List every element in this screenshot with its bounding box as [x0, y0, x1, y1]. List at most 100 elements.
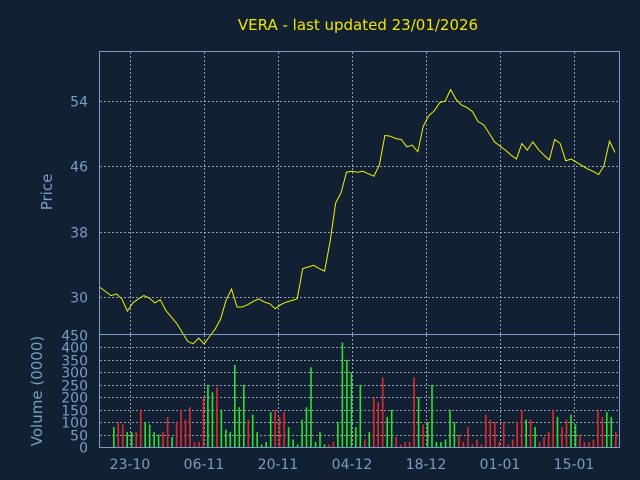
volume-bar	[516, 422, 518, 447]
volume-bar	[498, 442, 501, 447]
volume-axis-title: Volume (0000)	[28, 336, 46, 446]
volume-bars	[113, 342, 617, 447]
volume-bar	[543, 437, 545, 447]
volume-bar	[323, 444, 326, 447]
volume-tick-label: 50	[70, 429, 88, 445]
price-tick-label: 30	[70, 291, 88, 307]
volume-bar	[444, 439, 447, 447]
volume-bar	[476, 439, 478, 447]
volume-bar	[534, 427, 536, 447]
volume-bar	[485, 414, 487, 447]
volume-bar	[552, 409, 554, 447]
volume-bar	[269, 412, 272, 447]
volume-bar	[180, 409, 182, 447]
volume-bar	[229, 432, 232, 447]
volume-bar	[610, 417, 613, 447]
price-panel-frame	[99, 51, 620, 335]
price-tick-labels: 30 38 46 54	[70, 95, 88, 307]
volume-bar	[166, 417, 169, 447]
volume-bar	[162, 432, 164, 447]
volume-bar	[435, 442, 438, 447]
volume-bar	[529, 419, 532, 447]
volume-bar	[422, 424, 424, 447]
volume-tick-label: 450	[61, 329, 88, 345]
date-tick-label: 20-11	[258, 457, 299, 473]
volume-bar	[139, 409, 142, 447]
volume-bar	[314, 442, 317, 447]
volume-bar	[431, 384, 433, 447]
volume-bar	[211, 392, 214, 447]
volume-bar	[153, 432, 155, 447]
volume-panel-frame	[99, 334, 620, 448]
volume-bar	[171, 437, 173, 447]
date-tick-labels: 23-10 06-11 20-11 04-12 18-12 01-01 15-01	[110, 457, 595, 473]
volume-bar	[265, 442, 267, 447]
volume-bar	[471, 444, 474, 447]
volume-bar	[202, 397, 205, 447]
volume-tick-label: 350	[61, 354, 88, 370]
volume-bar	[399, 444, 402, 447]
volume-bar	[556, 417, 559, 447]
volume-bar	[148, 424, 151, 447]
price-tick-label: 46	[70, 160, 88, 176]
volume-tick-label: 250	[61, 379, 88, 395]
volume-bar	[453, 422, 456, 447]
volume-bar	[274, 409, 276, 447]
volume-bar	[592, 439, 595, 447]
volume-bar	[184, 419, 187, 447]
volume-bar	[332, 442, 335, 447]
volume-bar	[538, 442, 541, 447]
volume-tick-label: 100	[61, 416, 88, 432]
volume-bar	[395, 437, 397, 447]
volume-bar	[606, 412, 608, 447]
price-line	[99, 88, 616, 345]
volume-bar	[225, 429, 227, 447]
volume-bar	[220, 409, 223, 447]
volume-bar	[144, 422, 146, 447]
volume-bar	[113, 427, 115, 447]
volume-tick-label: 150	[61, 404, 88, 420]
volume-bar	[301, 419, 303, 447]
volume-bar	[494, 422, 496, 447]
volume-bar	[588, 442, 590, 447]
volume-bar	[511, 439, 514, 447]
volume-bar	[341, 342, 344, 447]
volume-bar	[561, 427, 563, 447]
volume-bar	[408, 442, 411, 447]
volume-bar	[368, 432, 371, 447]
volume-bar	[386, 417, 388, 447]
volume-bar	[278, 417, 281, 447]
volume-bar	[157, 434, 160, 447]
volume-bar	[198, 442, 200, 447]
volume-bar	[251, 414, 254, 447]
volume-bar	[350, 372, 353, 447]
volume-bar	[355, 427, 357, 447]
volume-bar	[117, 422, 120, 447]
volume-tick-label: 400	[61, 341, 88, 357]
volume-bar	[216, 387, 218, 447]
volume-bar	[130, 432, 133, 447]
volume-tick-label: 200	[61, 391, 88, 407]
volume-bar	[364, 439, 366, 447]
volume-bar	[305, 407, 308, 447]
volume-bar	[207, 384, 209, 447]
volume-bar	[135, 432, 137, 447]
volume-bar	[579, 434, 581, 447]
volume-bar	[390, 409, 393, 447]
volume-bar	[489, 419, 492, 447]
volume-bar	[417, 397, 420, 447]
volume-bar	[373, 397, 375, 447]
volume-bar	[601, 417, 604, 447]
volume-bar	[238, 407, 241, 447]
volume-bar	[122, 424, 124, 447]
volume-bar	[310, 367, 312, 447]
volume-bar	[467, 427, 469, 447]
volume-bar	[502, 422, 505, 447]
price-tick-label: 54	[70, 95, 88, 111]
volume-bar	[507, 444, 509, 447]
volume-bar	[234, 364, 236, 447]
volume-bar	[247, 419, 250, 447]
price-line-group	[99, 88, 616, 345]
chart-title: VERA - last updated 23/01/2026	[238, 16, 478, 34]
volume-bar	[480, 444, 483, 447]
